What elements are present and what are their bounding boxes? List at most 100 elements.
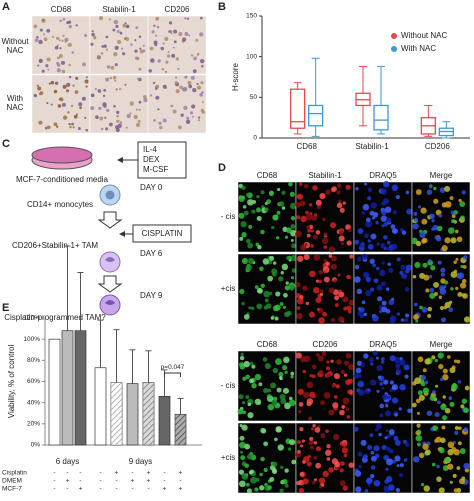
- row-label: +cis: [221, 453, 235, 462]
- image-texture: [396, 257, 401, 262]
- image-texture: [296, 480, 301, 486]
- image-texture: [347, 389, 352, 394]
- image-texture: [454, 426, 459, 431]
- micrograph: [353, 253, 413, 325]
- image-texture: [348, 363, 355, 370]
- image-texture: [394, 412, 398, 417]
- image-texture: [130, 43, 133, 46]
- y-tick-label: 120%: [23, 315, 40, 322]
- image-texture: [295, 230, 302, 238]
- image-texture: [300, 244, 307, 251]
- image-texture: [331, 255, 337, 262]
- image-texture: [433, 198, 439, 204]
- image-texture: [155, 84, 160, 89]
- image-texture: [273, 214, 279, 220]
- image-texture: [50, 80, 55, 85]
- image-texture: [280, 465, 284, 470]
- image-texture: [418, 394, 425, 401]
- image-texture: [242, 376, 247, 381]
- image-texture: [313, 455, 318, 460]
- image-bg: [89, 15, 149, 75]
- image-texture: [310, 229, 314, 233]
- image-texture: [276, 236, 280, 240]
- image-texture: [325, 429, 329, 433]
- image-texture: [269, 190, 274, 195]
- image-texture: [343, 453, 348, 458]
- image-texture: [114, 63, 118, 67]
- image-texture: [376, 284, 383, 291]
- image-texture: [246, 488, 252, 494]
- image-texture: [303, 183, 309, 189]
- image-texture: [341, 405, 345, 409]
- image-texture: [75, 76, 79, 80]
- image-texture: [379, 403, 385, 409]
- image-texture: [459, 201, 466, 208]
- image-texture: [166, 54, 171, 58]
- image-texture: [398, 407, 402, 411]
- image-texture: [325, 262, 330, 266]
- row-label: NAC: [7, 46, 24, 55]
- image-texture: [278, 276, 284, 282]
- image-texture: [448, 227, 455, 234]
- image-texture: [384, 206, 392, 213]
- image-texture: [196, 85, 202, 90]
- image-texture: [72, 84, 75, 87]
- image-texture: [442, 368, 448, 374]
- image-texture: [34, 38, 39, 43]
- image-texture: [365, 276, 371, 283]
- image-texture: [157, 108, 160, 111]
- image-texture: [367, 196, 372, 201]
- image-texture: [42, 18, 45, 22]
- image-texture: [155, 95, 160, 100]
- condition-sign: -: [115, 486, 117, 493]
- image-texture: [339, 480, 346, 487]
- image-texture: [256, 207, 262, 213]
- image-texture: [97, 55, 101, 59]
- image-texture: [247, 402, 252, 407]
- image-texture: [367, 243, 374, 250]
- image-texture: [315, 199, 322, 206]
- image-texture: [243, 314, 250, 320]
- image-texture: [372, 350, 378, 356]
- image-texture: [436, 476, 442, 482]
- image-texture: [379, 413, 384, 418]
- image-texture: [276, 426, 282, 432]
- image-texture: [429, 213, 435, 220]
- image-texture: [299, 295, 304, 300]
- image-texture: [125, 126, 128, 129]
- image-texture: [431, 219, 435, 223]
- image-texture: [330, 263, 337, 270]
- image-texture: [102, 102, 107, 107]
- image-texture: [438, 364, 444, 370]
- image-texture: [272, 461, 278, 467]
- image-texture: [432, 390, 436, 394]
- condition-label: Cisplatin: [2, 470, 27, 477]
- image-texture: [454, 430, 459, 435]
- image-texture: [124, 36, 128, 40]
- image-texture: [115, 125, 119, 129]
- image-texture: [124, 22, 127, 25]
- image-texture: [266, 199, 271, 204]
- micrograph: [353, 180, 413, 253]
- image-texture: [440, 403, 447, 411]
- image-texture: [444, 201, 452, 208]
- column-header: DRAQ5: [369, 171, 397, 180]
- image-texture: [422, 368, 427, 373]
- image-texture: [322, 311, 327, 317]
- cell-label: CD206+Stabilin-1+ TAM: [12, 241, 98, 250]
- image-texture: [272, 367, 278, 374]
- image-texture: [431, 355, 436, 360]
- image-texture: [171, 53, 176, 58]
- image-texture: [449, 300, 453, 304]
- image-texture: [186, 17, 190, 20]
- image-texture: [399, 383, 406, 391]
- image-texture: [184, 31, 189, 36]
- image-texture: [422, 443, 429, 450]
- image-texture: [249, 361, 254, 366]
- image-texture: [396, 464, 400, 468]
- image-texture: [105, 35, 109, 39]
- image-texture: [444, 237, 451, 244]
- image-texture: [372, 212, 379, 218]
- legend-label: With NAC: [401, 44, 436, 53]
- image-texture: [462, 255, 468, 260]
